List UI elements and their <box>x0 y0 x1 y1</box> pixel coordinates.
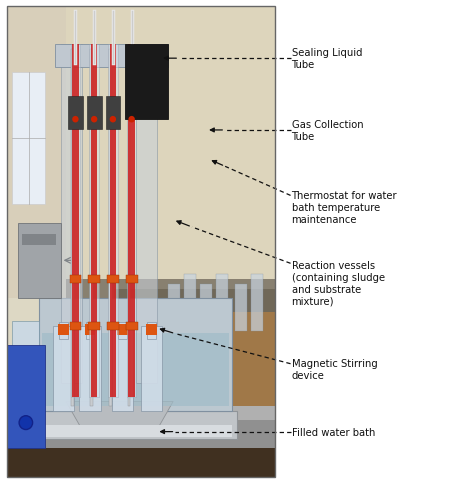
Bar <box>128 49 130 407</box>
Bar <box>61 45 82 383</box>
Bar <box>7 7 275 477</box>
Bar <box>7 7 66 298</box>
Bar <box>146 325 157 335</box>
Bar <box>39 425 232 437</box>
Bar <box>42 333 229 407</box>
Bar <box>216 298 221 383</box>
Bar <box>114 289 275 392</box>
Bar <box>39 298 232 411</box>
Bar <box>7 411 275 449</box>
Bar <box>91 45 97 397</box>
Bar <box>117 325 128 335</box>
Bar <box>58 325 69 335</box>
Bar <box>12 73 45 204</box>
Bar <box>90 49 93 407</box>
Bar <box>71 45 80 397</box>
Bar <box>87 96 101 129</box>
Bar <box>141 327 163 411</box>
Bar <box>70 276 82 283</box>
Bar <box>7 449 275 477</box>
Bar <box>147 322 156 339</box>
Bar <box>22 234 56 246</box>
Bar <box>86 322 94 339</box>
Bar <box>109 49 111 407</box>
Bar <box>18 223 61 298</box>
Bar <box>70 323 82 330</box>
Bar <box>111 327 133 411</box>
Circle shape <box>109 117 116 123</box>
Circle shape <box>19 416 33 430</box>
Bar <box>53 327 74 411</box>
Bar <box>108 45 118 397</box>
Bar <box>168 284 180 331</box>
Text: Thermostat for water
bath temperature
maintenance: Thermostat for water bath temperature ma… <box>292 190 397 224</box>
Bar <box>126 323 137 330</box>
Bar <box>107 276 119 283</box>
Text: Magnetic Stirring
device: Magnetic Stirring device <box>292 358 377 380</box>
Text: Sealing Liquid
Tube: Sealing Liquid Tube <box>292 48 362 70</box>
Bar <box>125 45 168 120</box>
Text: Filled water bath: Filled water bath <box>292 427 375 437</box>
Bar <box>200 284 212 331</box>
Bar <box>109 45 116 397</box>
Bar <box>88 276 100 283</box>
Circle shape <box>128 117 135 123</box>
Bar <box>72 49 74 407</box>
Bar <box>127 45 137 397</box>
Bar <box>72 45 79 397</box>
Bar <box>7 7 275 477</box>
Text: Gas Collection
Tube: Gas Collection Tube <box>292 120 363 142</box>
Bar <box>216 275 228 331</box>
Bar <box>34 411 237 439</box>
Bar <box>7 407 275 421</box>
Bar <box>251 275 263 331</box>
Bar <box>109 313 275 477</box>
Bar <box>88 323 100 330</box>
Bar <box>235 284 247 331</box>
Bar <box>80 327 101 411</box>
Bar <box>7 345 45 449</box>
Bar <box>7 7 275 298</box>
Circle shape <box>91 117 97 123</box>
Bar <box>107 323 119 330</box>
Bar <box>118 322 127 339</box>
Bar <box>89 45 99 397</box>
Bar <box>66 280 275 336</box>
Polygon shape <box>66 402 173 430</box>
Bar <box>12 322 39 388</box>
Bar <box>128 45 135 397</box>
Bar <box>136 45 157 383</box>
Bar <box>59 322 68 339</box>
Bar <box>85 325 95 335</box>
Bar <box>184 275 196 331</box>
Circle shape <box>72 117 79 123</box>
Bar <box>126 276 137 283</box>
Bar <box>68 96 83 129</box>
Bar <box>106 96 120 129</box>
Text: Reaction vessels
(containing sludge
and substrate
mixture): Reaction vessels (containing sludge and … <box>292 260 384 306</box>
Bar <box>55 45 168 68</box>
